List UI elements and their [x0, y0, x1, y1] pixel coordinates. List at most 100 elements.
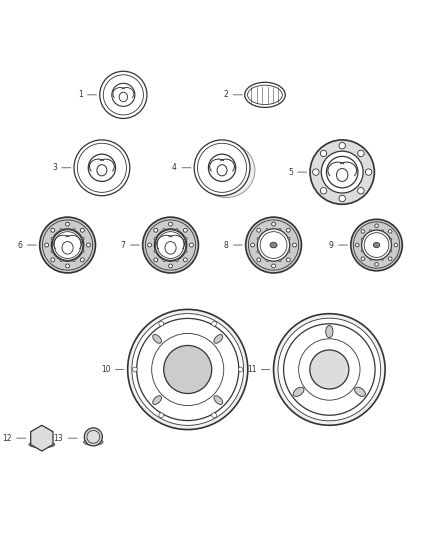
- Circle shape: [184, 258, 187, 262]
- Circle shape: [339, 195, 346, 201]
- Circle shape: [246, 217, 301, 273]
- Circle shape: [381, 259, 384, 260]
- Circle shape: [184, 228, 187, 232]
- Circle shape: [81, 228, 85, 232]
- Circle shape: [278, 318, 381, 421]
- Circle shape: [74, 140, 130, 196]
- Ellipse shape: [214, 395, 223, 405]
- Circle shape: [321, 151, 363, 193]
- Circle shape: [73, 229, 75, 231]
- Circle shape: [154, 229, 187, 261]
- Ellipse shape: [153, 395, 162, 405]
- Circle shape: [375, 224, 378, 228]
- Text: 12: 12: [2, 434, 12, 442]
- Circle shape: [361, 257, 365, 261]
- Circle shape: [365, 169, 372, 175]
- Circle shape: [266, 229, 268, 231]
- Circle shape: [257, 228, 261, 232]
- Circle shape: [389, 257, 392, 261]
- Circle shape: [274, 314, 385, 425]
- Circle shape: [82, 238, 84, 240]
- Circle shape: [361, 238, 363, 240]
- Circle shape: [154, 228, 158, 232]
- Circle shape: [73, 260, 75, 262]
- Circle shape: [339, 142, 346, 149]
- Circle shape: [143, 217, 198, 273]
- Text: 8: 8: [224, 240, 229, 249]
- Circle shape: [351, 219, 402, 271]
- Circle shape: [272, 222, 276, 226]
- Ellipse shape: [153, 335, 162, 343]
- Circle shape: [258, 229, 290, 261]
- Circle shape: [390, 238, 392, 240]
- Text: 6: 6: [18, 240, 22, 249]
- Circle shape: [279, 260, 281, 262]
- Circle shape: [154, 238, 156, 240]
- Text: 10: 10: [101, 365, 110, 374]
- Circle shape: [51, 228, 55, 232]
- Circle shape: [310, 140, 374, 204]
- Circle shape: [100, 71, 147, 118]
- Circle shape: [87, 243, 90, 247]
- Circle shape: [159, 413, 164, 418]
- Text: 7: 7: [120, 240, 126, 249]
- Circle shape: [257, 238, 259, 240]
- Circle shape: [251, 243, 254, 247]
- Circle shape: [266, 260, 268, 262]
- Circle shape: [169, 222, 173, 226]
- Circle shape: [361, 250, 363, 252]
- Circle shape: [51, 229, 84, 261]
- Circle shape: [286, 228, 290, 232]
- Circle shape: [375, 263, 378, 266]
- Circle shape: [154, 258, 158, 262]
- Text: 2: 2: [224, 91, 229, 99]
- Circle shape: [212, 413, 216, 418]
- Circle shape: [66, 264, 70, 268]
- Circle shape: [288, 251, 290, 253]
- Circle shape: [370, 259, 372, 260]
- Circle shape: [176, 229, 178, 231]
- Circle shape: [66, 222, 70, 226]
- Text: 9: 9: [329, 240, 334, 249]
- Circle shape: [148, 243, 152, 247]
- Circle shape: [132, 367, 137, 372]
- Polygon shape: [31, 425, 53, 451]
- Circle shape: [51, 238, 53, 240]
- Circle shape: [212, 321, 216, 326]
- Circle shape: [132, 313, 244, 425]
- Ellipse shape: [29, 441, 55, 448]
- Circle shape: [127, 310, 248, 430]
- Text: 4: 4: [172, 163, 177, 172]
- Circle shape: [194, 140, 250, 196]
- Text: 13: 13: [53, 434, 63, 442]
- Ellipse shape: [270, 243, 277, 248]
- Circle shape: [361, 230, 365, 233]
- Circle shape: [81, 258, 85, 262]
- Ellipse shape: [214, 335, 223, 343]
- Circle shape: [313, 169, 319, 175]
- Circle shape: [51, 258, 55, 262]
- Circle shape: [238, 367, 243, 372]
- Text: 1: 1: [78, 91, 83, 99]
- Circle shape: [60, 260, 62, 262]
- Circle shape: [154, 251, 156, 253]
- Circle shape: [163, 229, 165, 231]
- Circle shape: [355, 243, 359, 247]
- Circle shape: [293, 243, 297, 247]
- Text: 5: 5: [288, 167, 293, 176]
- Circle shape: [370, 230, 372, 232]
- Ellipse shape: [196, 142, 253, 196]
- Circle shape: [169, 264, 173, 268]
- Circle shape: [45, 243, 49, 247]
- Ellipse shape: [293, 387, 304, 397]
- Circle shape: [310, 350, 349, 389]
- Circle shape: [164, 345, 212, 393]
- Circle shape: [320, 150, 327, 157]
- Circle shape: [257, 251, 259, 253]
- Circle shape: [389, 230, 392, 233]
- Ellipse shape: [245, 82, 285, 108]
- Ellipse shape: [326, 326, 333, 338]
- Circle shape: [159, 321, 164, 326]
- Circle shape: [286, 258, 290, 262]
- Text: 11: 11: [247, 365, 256, 374]
